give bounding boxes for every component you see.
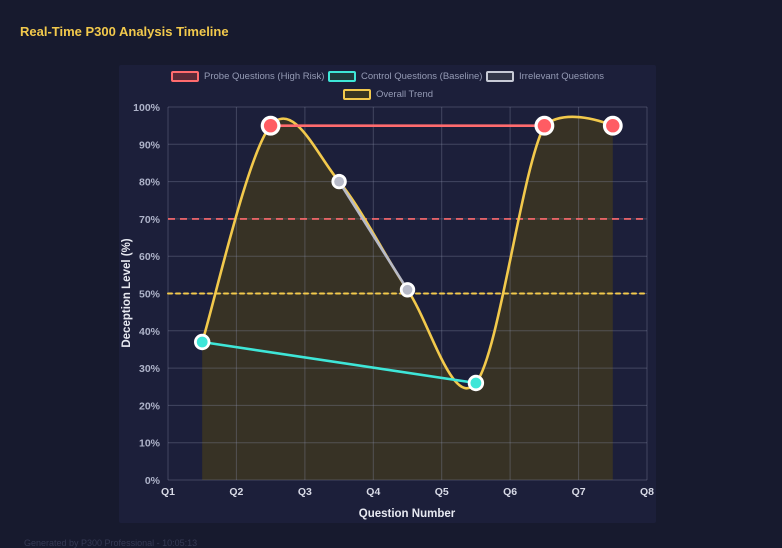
svg-text:0%: 0% <box>145 475 161 487</box>
svg-text:80%: 80% <box>139 177 161 189</box>
svg-text:40%: 40% <box>139 326 161 338</box>
svg-text:20%: 20% <box>139 400 161 412</box>
svg-text:Q7: Q7 <box>572 486 586 498</box>
svg-text:Q6: Q6 <box>503 486 517 498</box>
svg-text:Q4: Q4 <box>366 486 380 498</box>
svg-text:10%: 10% <box>139 438 161 450</box>
svg-text:30%: 30% <box>139 363 161 375</box>
svg-text:50%: 50% <box>139 289 161 301</box>
svg-text:Q1: Q1 <box>161 486 175 498</box>
svg-text:70%: 70% <box>139 214 161 226</box>
svg-text:Q2: Q2 <box>229 486 243 498</box>
svg-text:90%: 90% <box>139 139 161 151</box>
svg-text:Q8: Q8 <box>640 486 654 498</box>
svg-text:Question Number: Question Number <box>359 508 456 520</box>
svg-text:Deception Level (%): Deception Level (%) <box>121 238 133 347</box>
svg-text:60%: 60% <box>139 251 161 263</box>
svg-text:100%: 100% <box>133 102 161 114</box>
svg-text:Q3: Q3 <box>298 486 312 498</box>
svg-text:Q5: Q5 <box>435 486 449 498</box>
